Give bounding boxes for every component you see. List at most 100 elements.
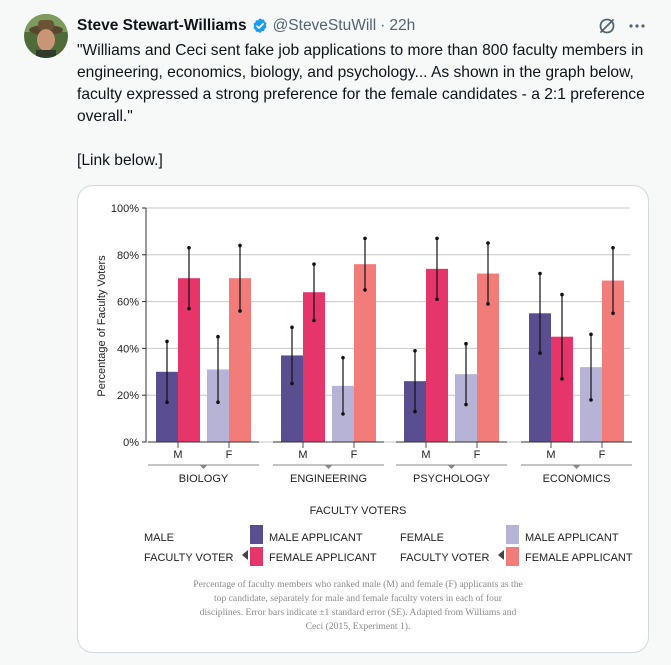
voter-label: F xyxy=(599,449,606,461)
error-bar-cap-bottom xyxy=(290,381,294,386)
voter-label: M xyxy=(173,449,182,461)
bar-female-applicant xyxy=(602,280,624,442)
voter-label: M xyxy=(546,449,555,461)
avatar-image xyxy=(24,14,68,58)
legend-male-voter-line1: MALE xyxy=(144,532,174,544)
legend-marker-m xyxy=(242,550,248,560)
discipline-label: PSYCHOLOGY xyxy=(413,473,491,485)
y-axis-label: Percentage of Faculty Voters xyxy=(96,255,108,397)
tweet-link-note: [Link below.] xyxy=(77,152,163,169)
bar-female-applicant xyxy=(303,292,325,442)
bar-female-applicant xyxy=(551,336,573,442)
author-avatar[interactable] xyxy=(24,14,68,58)
y-tick-label: 60% xyxy=(117,297,139,309)
voter-label: F xyxy=(226,449,233,461)
voter-label: M xyxy=(421,449,430,461)
discipline-label: ECONOMICS xyxy=(543,473,611,485)
tweet-body: "Williams and Ceci sent fake job applica… xyxy=(77,40,657,172)
y-tick-label: 0% xyxy=(123,437,139,449)
bar-male-applicant xyxy=(207,369,229,442)
author-handle[interactable]: @SteveStuWill xyxy=(272,17,377,34)
bar-male-applicant xyxy=(156,371,178,442)
error-bar-cap-top xyxy=(435,236,439,241)
bar-male-applicant xyxy=(529,313,551,442)
voter-label: F xyxy=(351,449,358,461)
bar-female-applicant xyxy=(178,278,200,442)
error-bar-cap-top xyxy=(611,245,615,250)
more-options-icon[interactable] xyxy=(627,16,647,36)
error-bar-cap-top xyxy=(486,241,490,245)
legend-swatch-female-applicant-f xyxy=(506,547,519,566)
error-bar-cap-top xyxy=(165,339,169,344)
legend-swatch-female-applicant-m xyxy=(250,547,263,566)
y-tick-label: 100% xyxy=(111,203,139,215)
tweet-header: Steve Stewart-Williams @SteveStuWill · 2… xyxy=(77,14,647,38)
error-bar-cap-bottom xyxy=(486,302,490,306)
x-axis-label: FACULTY VOTERS xyxy=(310,505,407,517)
error-bar-cap-bottom xyxy=(341,412,345,416)
error-bar-cap-top xyxy=(187,245,191,250)
caption-line-3: disciplines. Error bars indicate ±1 stan… xyxy=(200,607,517,618)
bar-male-applicant xyxy=(281,355,303,442)
caption-line-1: Percentage of faculty members who ranked… xyxy=(193,579,523,590)
legend-female-voter-line1: FEMALE xyxy=(400,532,444,544)
caption-line-4: Ceci (2015, Experiment 1). xyxy=(306,621,411,632)
chart-bars xyxy=(156,236,624,442)
error-bar-cap-top xyxy=(216,334,220,339)
error-bar-cap-top xyxy=(238,243,242,248)
error-bar-cap-top xyxy=(538,271,542,276)
bar-male-applicant xyxy=(455,374,477,442)
error-bar-cap-top xyxy=(560,292,564,297)
discipline-label: ENGINEERING xyxy=(290,473,367,485)
group-bracket-marker xyxy=(324,465,333,469)
legend-swatch-male-applicant-m xyxy=(250,525,263,544)
error-bar-cap-bottom xyxy=(187,306,191,311)
bar-female-applicant xyxy=(477,273,499,442)
y-axis-ticks: 0% 20% 40% 60% 80% 100% xyxy=(111,203,146,449)
error-bar-cap-bottom xyxy=(312,318,316,323)
error-bar-cap-top xyxy=(464,341,468,346)
y-tick-label: 20% xyxy=(117,390,139,402)
group-bracket-marker xyxy=(199,465,208,469)
legend-male-voter-line2: FACULTY VOTER xyxy=(144,552,234,564)
bar-male-applicant xyxy=(580,367,602,442)
voter-label: M xyxy=(298,449,307,461)
legend-swatch-male-applicant-f xyxy=(506,525,519,544)
discipline-label: BIOLOGY xyxy=(179,473,229,485)
bar-female-applicant xyxy=(354,264,376,442)
error-bar-cap-top xyxy=(589,332,593,337)
voter-label: F xyxy=(474,449,481,461)
legend-female-voter-line2: FACULTY VOTER xyxy=(400,552,490,564)
bar-chart: 0% 20% 40% 60% 80% 100% Percentage of Faculty… xyxy=(96,203,633,632)
bar-female-applicant xyxy=(426,268,448,442)
caption-line-2: top candidate, separately for male and f… xyxy=(214,593,503,604)
legend-male-applicant-f: MALE APPLICANT xyxy=(525,532,619,544)
author-name[interactable]: Steve Stewart-Williams xyxy=(77,17,247,34)
error-bar-cap-bottom xyxy=(589,398,593,402)
error-bar-cap-bottom xyxy=(611,311,615,316)
error-bar-cap-bottom xyxy=(363,288,367,292)
verified-badge-icon xyxy=(253,18,267,34)
chart-legend: MALE FACULTY VOTER MALE APPLICANT FEMALE… xyxy=(144,525,633,566)
legend-female-applicant-f: FEMALE APPLICANT xyxy=(525,552,633,564)
error-bar-cap-bottom xyxy=(238,309,242,313)
tweet-text: "Williams and Ceci sent fake job applica… xyxy=(77,42,645,125)
tweet-timestamp[interactable]: 22h xyxy=(389,17,416,34)
error-bar-cap-bottom xyxy=(413,409,417,414)
group-bracket-marker xyxy=(572,465,581,469)
legend-marker-f xyxy=(498,550,504,560)
grok-icon[interactable] xyxy=(597,16,617,36)
header-separator: · xyxy=(380,17,386,34)
error-bar-cap-top xyxy=(290,325,294,330)
tweet-media-image[interactable]: 0% 20% 40% 60% 80% 100% Percentage of Faculty… xyxy=(77,185,649,653)
y-tick-label: 40% xyxy=(117,343,139,355)
error-bar-cap-top xyxy=(413,348,417,353)
error-bar-cap-top xyxy=(312,262,316,266)
x-axis-labels: M F BIOLOGY M F ENGINEERING M F PSYCHOLOGY M F ECON… xyxy=(148,441,632,485)
error-bar-cap-bottom xyxy=(464,402,468,407)
error-bar-cap-bottom xyxy=(165,400,169,405)
bar-female-applicant xyxy=(229,278,251,442)
error-bar-cap-top xyxy=(363,236,367,241)
legend-male-applicant-m: MALE APPLICANT xyxy=(269,532,363,544)
error-bar-cap-bottom xyxy=(538,351,542,355)
